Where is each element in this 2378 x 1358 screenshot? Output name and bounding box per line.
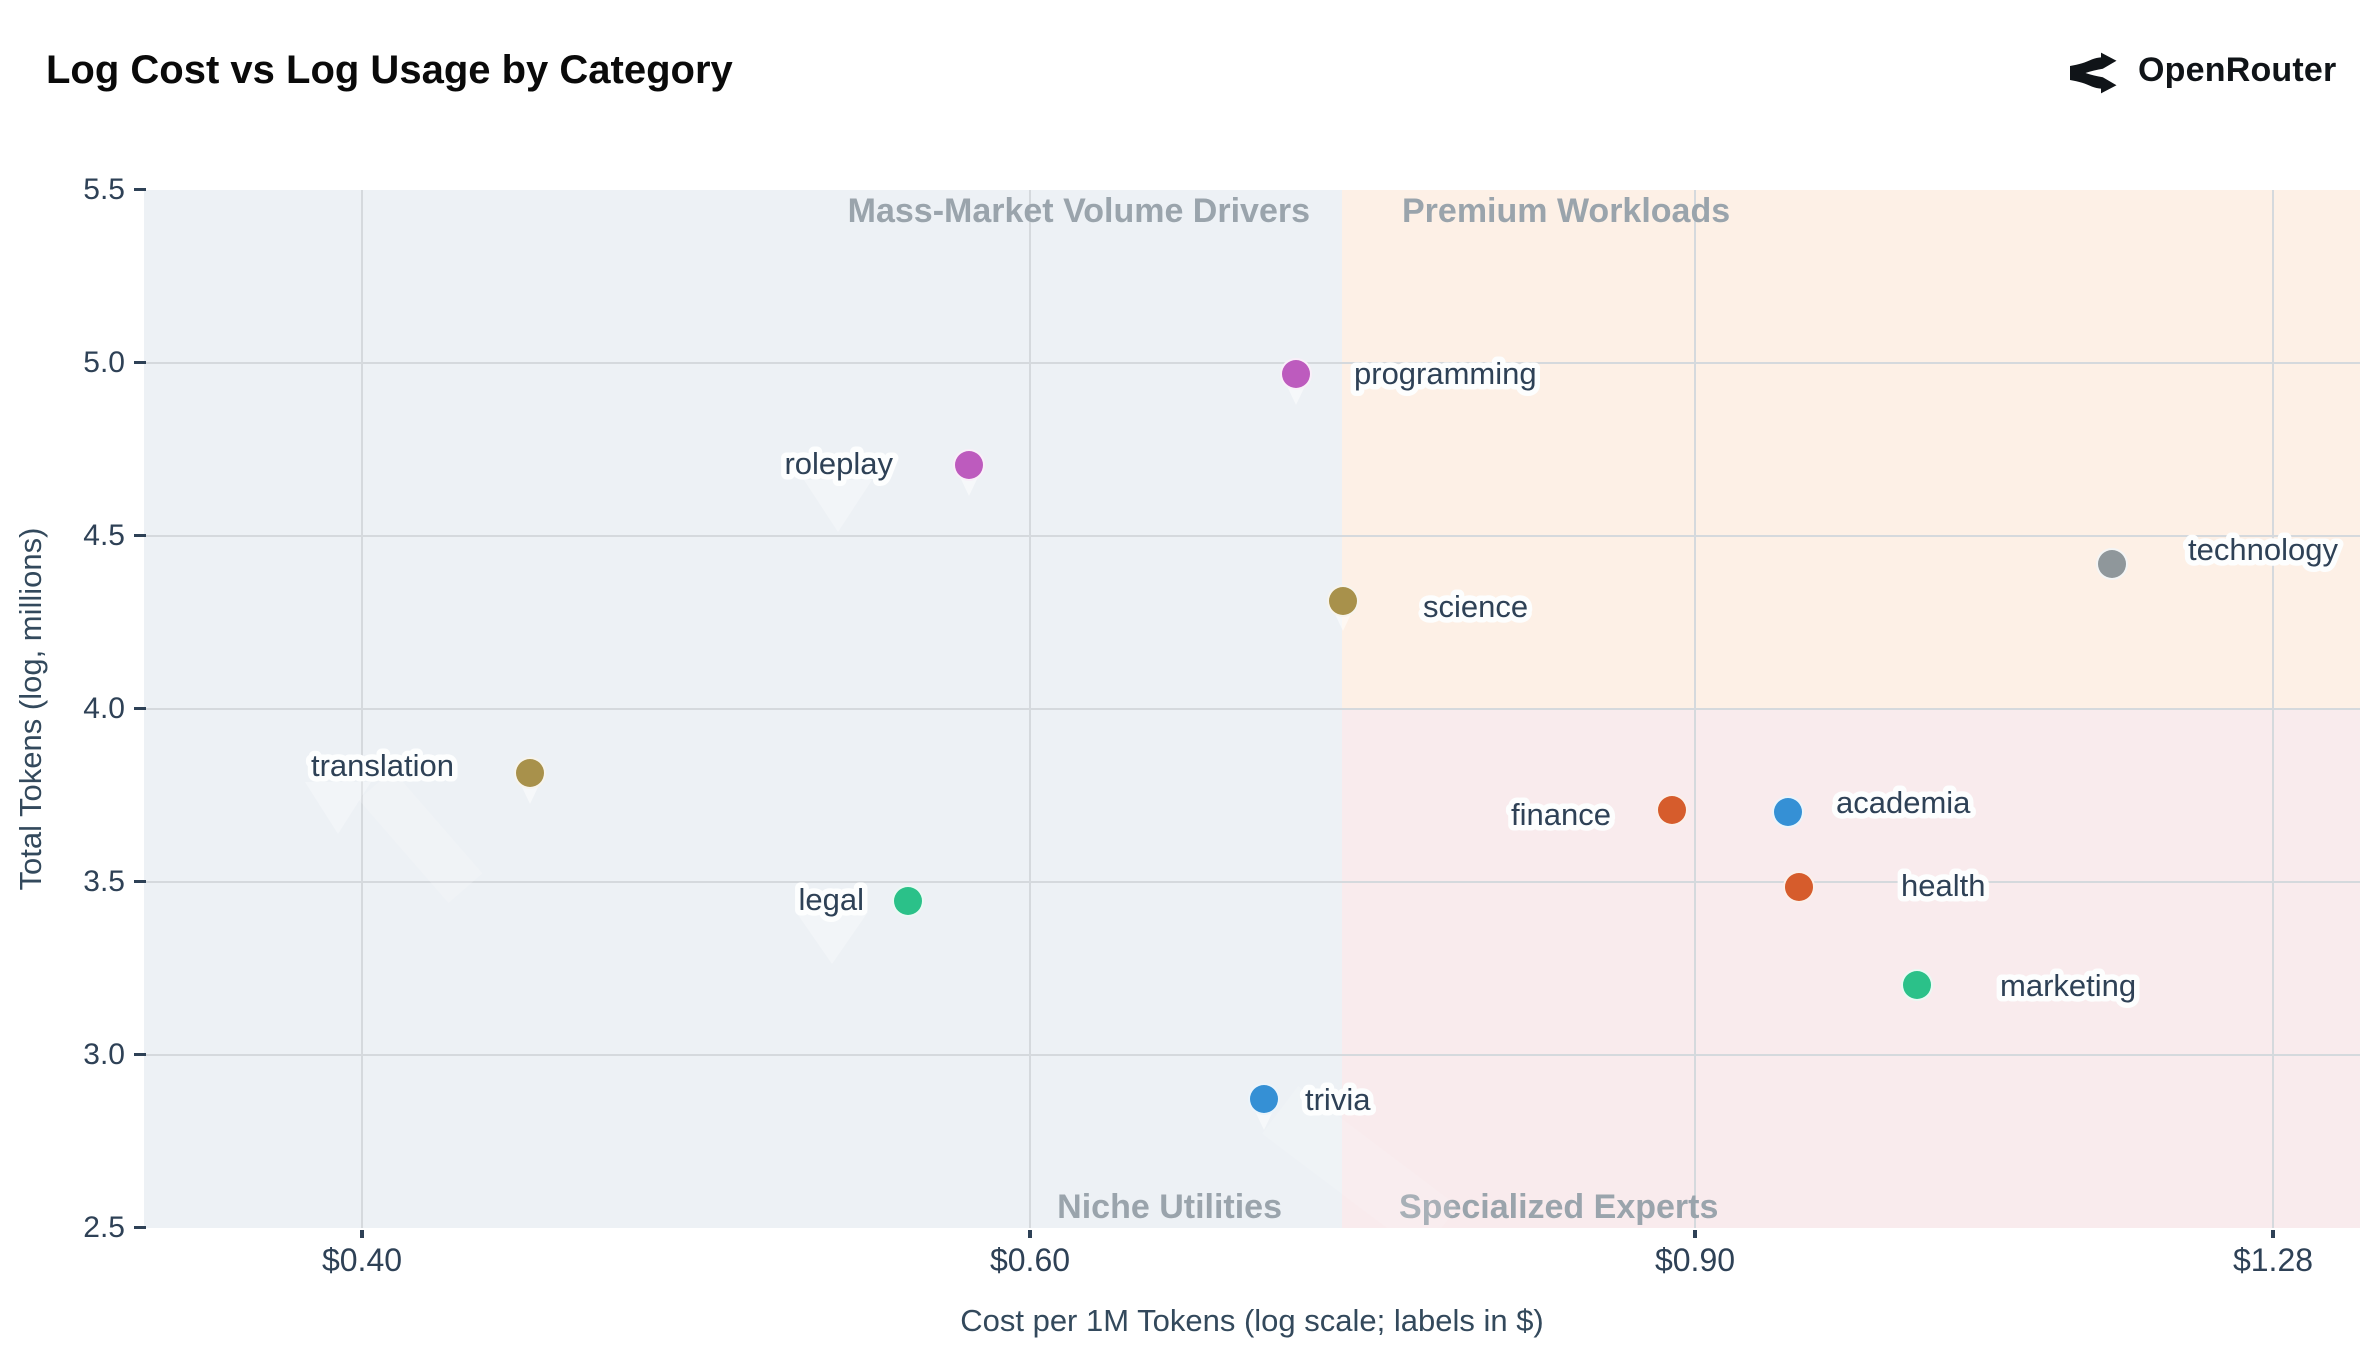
svg-text:science: science [1423,589,1528,624]
svg-text:programming: programming [1354,356,1537,391]
svg-text:legal: legal [799,882,865,917]
svg-text:trivia: trivia [1305,1082,1371,1117]
svg-text:technology: technology [2188,532,2338,567]
svg-text:roleplay: roleplay [784,446,893,481]
svg-text:health: health [1901,868,1985,903]
svg-text:finance: finance [1511,797,1611,832]
svg-text:translation: translation [311,748,454,783]
svg-text:marketing: marketing [2000,968,2136,1003]
svg-text:academia: academia [1836,785,1971,820]
